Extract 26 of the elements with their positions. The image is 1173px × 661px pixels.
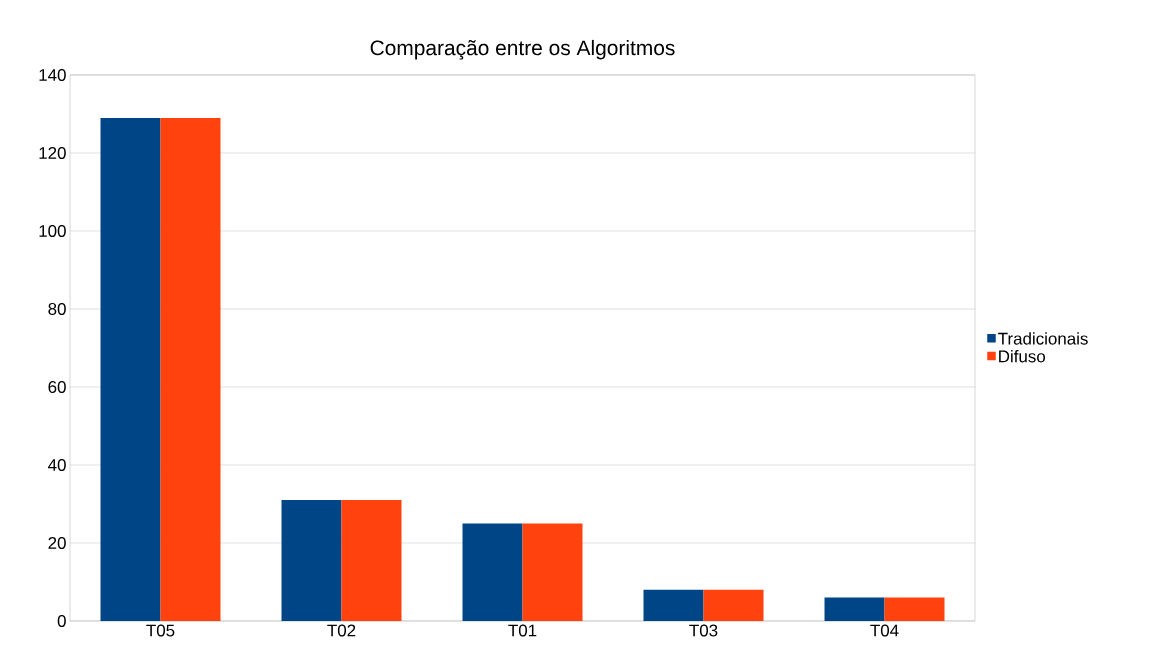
bar	[341, 500, 402, 621]
legend-label: Tradicionais	[998, 332, 1088, 345]
y-tick-label: 0	[57, 614, 66, 627]
y-tick-label: 60	[48, 380, 66, 393]
bar	[522, 523, 583, 621]
y-tick-label: 20	[48, 536, 66, 549]
bar	[703, 589, 764, 621]
y-tick-label: 80	[48, 302, 66, 315]
bar	[824, 597, 885, 621]
bar	[462, 523, 523, 621]
bar	[100, 117, 161, 621]
x-tick-label: T04	[870, 624, 899, 637]
y-tick-label: 120	[39, 146, 66, 159]
x-tick-label: T01	[508, 624, 537, 637]
x-tick-label: T02	[327, 624, 356, 637]
bar	[160, 117, 221, 621]
y-tick-label: 40	[48, 458, 66, 471]
y-tick-label: 100	[39, 224, 66, 237]
bar	[281, 500, 342, 621]
x-tick-label: T05	[146, 624, 175, 637]
y-tick-label: 140	[39, 68, 66, 81]
bar	[884, 597, 945, 621]
x-tick-label: T03	[689, 624, 718, 637]
legend-label: Difuso	[999, 349, 1046, 363]
bar	[643, 589, 704, 621]
chart-title: Comparação entre os Algoritmos	[370, 39, 675, 60]
